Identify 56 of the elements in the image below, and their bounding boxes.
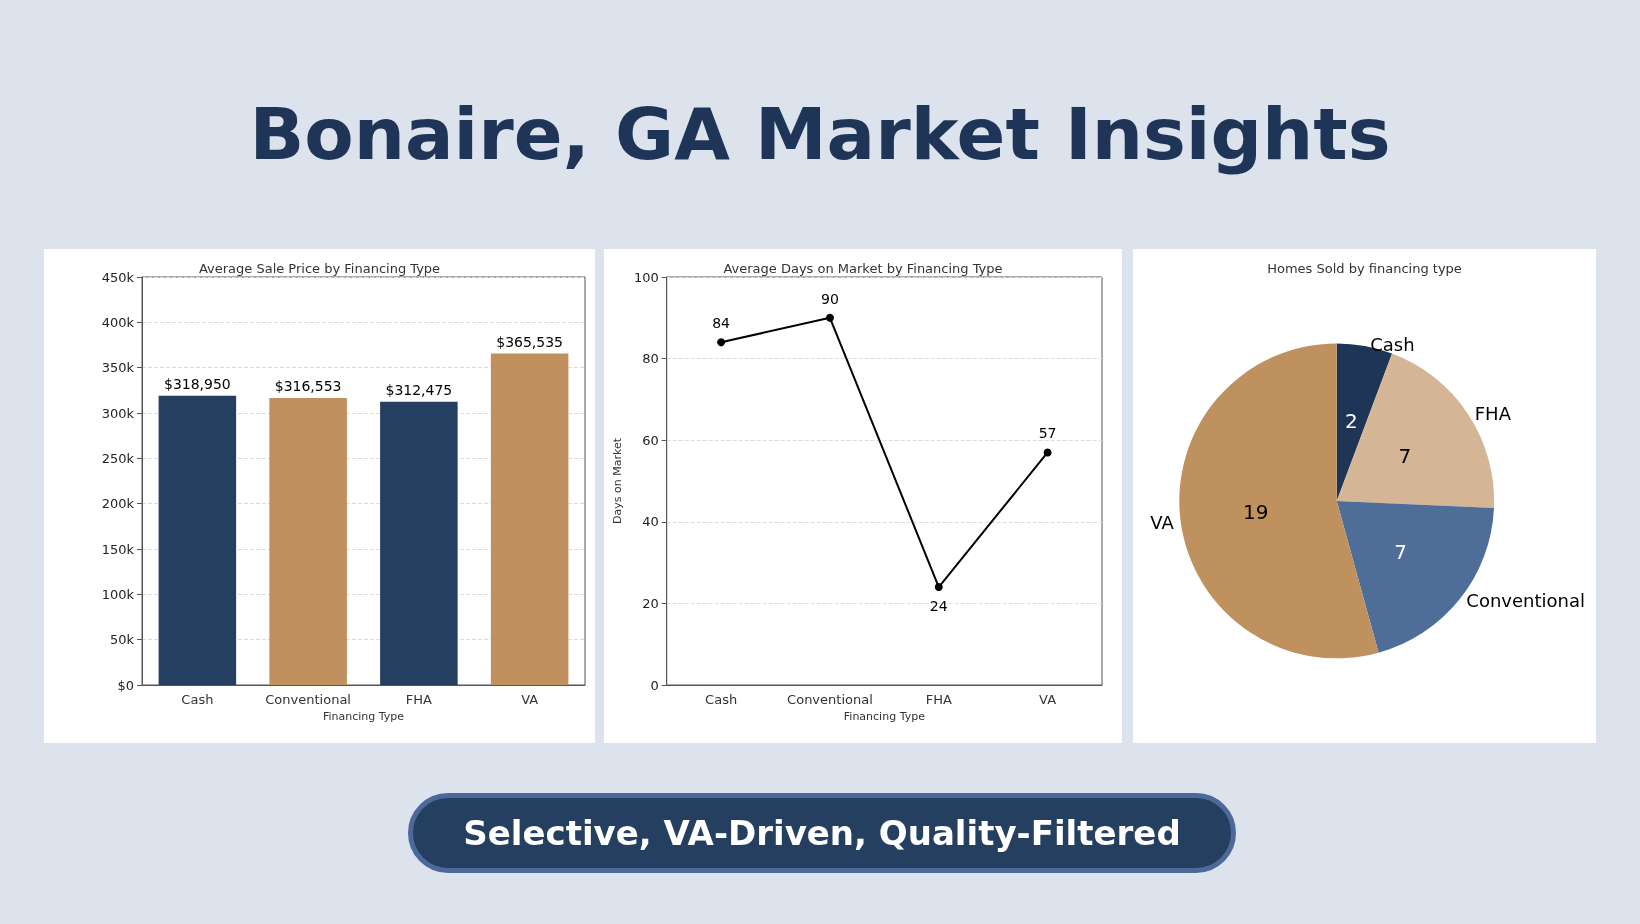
chart-title: Average Sale Price by Financing Type: [198, 261, 441, 276]
slice-label: Conventional: [1466, 589, 1585, 611]
y-tick-label: 100k: [101, 586, 135, 602]
y-tick-label: 100: [633, 269, 659, 285]
y-tick-label: 350k: [101, 360, 135, 376]
y-tick-label: 400k: [101, 314, 135, 330]
slice-label: FHA: [1474, 402, 1512, 424]
y-tick-label: 0: [650, 677, 659, 693]
data-label: 2: [1344, 408, 1358, 433]
x-tick-label: Conventional: [787, 692, 873, 707]
y-tick-label: 60: [642, 432, 659, 448]
y-tick-label: 50k: [109, 632, 135, 648]
bar: [269, 397, 347, 685]
chart-title: Average Days on Market by Financing Type: [723, 261, 1003, 276]
data-label: 7: [1394, 539, 1407, 564]
x-tick-label: Conventional: [265, 692, 351, 707]
chart-title: Homes Sold by financing type: [1267, 261, 1462, 276]
x-axis-title: Financing Type: [322, 710, 405, 723]
y-axis-title: Days on Market: [611, 437, 624, 524]
x-tick-label: Cash: [181, 692, 214, 707]
data-label: $312,475: [385, 381, 453, 398]
x-tick-label: FHA: [925, 692, 952, 707]
y-tick-label: 80: [642, 351, 659, 367]
bar: [380, 401, 458, 685]
data-label: 84: [712, 315, 731, 332]
y-tick-label: 200k: [101, 496, 135, 512]
point: [825, 313, 834, 322]
bar: [158, 395, 237, 685]
y-tick-label: 450k: [101, 269, 135, 285]
bar: [490, 353, 569, 685]
data-label: 57: [1038, 425, 1057, 442]
x-tick-label: FHA: [405, 692, 433, 707]
point: [717, 338, 726, 347]
data-label: 7: [1398, 443, 1412, 468]
data-label: $316,553: [274, 377, 342, 394]
y-tick-label: $0: [117, 677, 134, 693]
x-axis-title: Financing Type: [843, 710, 926, 723]
point: [934, 583, 943, 592]
data-label: $365,535: [496, 333, 564, 350]
data-label: $318,950: [163, 375, 231, 392]
y-tick-label: 250k: [101, 450, 135, 466]
x-tick-label: VA: [1039, 692, 1057, 707]
point: [1043, 448, 1052, 457]
data-label: 19: [1243, 499, 1269, 524]
x-tick-label: VA: [521, 692, 539, 707]
y-tick-label: 20: [642, 595, 659, 611]
y-tick-label: 150k: [101, 541, 135, 557]
slice-label: Cash: [1370, 333, 1415, 355]
text: Bonaire, GA Market Insights: [248, 92, 1392, 176]
slice-label: VA: [1150, 511, 1175, 533]
text: Selective, VA-Driven, Quality-Filtered: [408, 793, 1236, 873]
y-tick-label: 300k: [101, 405, 135, 421]
data-label: 90: [821, 290, 839, 307]
x-tick-label: Cash: [705, 692, 738, 707]
data-label: 24: [929, 598, 948, 615]
y-tick-label: 40: [642, 514, 659, 530]
